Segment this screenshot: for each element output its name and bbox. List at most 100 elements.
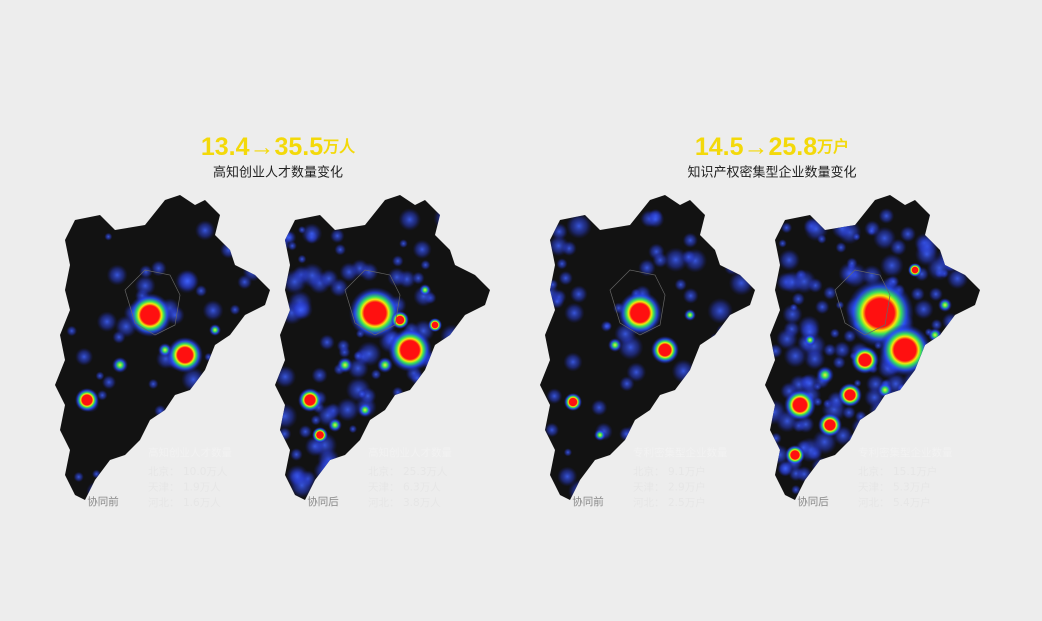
heat-spot [723, 258, 741, 276]
heat-spot [359, 262, 379, 282]
heat-spot [938, 298, 952, 312]
heat-spot [818, 413, 842, 437]
heat-spot [626, 362, 647, 383]
heat-spot [95, 371, 105, 381]
heat-spot [339, 262, 359, 282]
heat-spot [962, 312, 978, 328]
heat-spot [791, 484, 801, 495]
heat-spot [704, 212, 716, 223]
heat-spot [868, 398, 892, 422]
heat-spot [851, 417, 871, 437]
heat-spot [96, 311, 118, 333]
heat-spot [708, 221, 725, 238]
heat-spot [778, 239, 787, 248]
heat-spot [242, 262, 263, 282]
heat-spot [791, 292, 805, 306]
heat-spot [319, 334, 335, 351]
heat-spot [420, 259, 431, 270]
heat-spot [412, 239, 432, 259]
heat-spot [398, 208, 422, 231]
heat-spot [238, 322, 251, 335]
heat-spot [879, 253, 904, 278]
legend-value: 1.6万人 [183, 497, 221, 509]
heat-spot [195, 284, 208, 297]
heat-spot [237, 225, 251, 239]
heat-spot [867, 226, 876, 236]
heat-spot [289, 448, 303, 461]
heat-spot [207, 359, 228, 380]
heat-spot [556, 258, 568, 270]
heat-spot [948, 328, 961, 341]
heat-spot [941, 312, 960, 331]
heat-spot [410, 370, 425, 386]
heat-spot [785, 445, 805, 465]
heat-spot [924, 343, 951, 370]
heat-spot [823, 285, 837, 300]
heat-spot [682, 287, 699, 304]
heat-spot [646, 210, 665, 229]
heat-spot [777, 459, 794, 477]
heat-spot [449, 240, 462, 253]
heat-spot [814, 299, 830, 315]
headline: 14.5→25.8万户 [695, 133, 849, 161]
legend-value: 1.9万人 [183, 482, 221, 494]
legend-region: 河北： [148, 497, 180, 509]
heat-spot [243, 314, 258, 329]
heat-spot [416, 375, 440, 399]
legend-region: 北京： [368, 465, 400, 478]
heat-spot [245, 363, 268, 385]
heat-spot [931, 224, 952, 246]
heat-spot [919, 363, 942, 387]
heat-spot [816, 366, 834, 384]
heat-spot [945, 333, 960, 349]
heat-spot [835, 241, 847, 254]
heat-spot [66, 325, 78, 337]
heat-spot [952, 370, 977, 395]
heat-spot [674, 278, 687, 291]
heat-spot [202, 299, 224, 322]
heat-spot [842, 405, 856, 420]
heat-spot [301, 223, 323, 245]
heat-spot [832, 355, 846, 370]
heat-spot [823, 343, 837, 357]
legend-value: 9.1万户 [668, 465, 706, 478]
heat-spot [851, 346, 879, 374]
heat-spot [219, 241, 238, 259]
heat-spot [930, 338, 955, 363]
heat-spot [167, 337, 203, 373]
heat-spot [770, 432, 782, 445]
heat-spot [439, 336, 462, 360]
heat-spot [134, 275, 156, 297]
heat-spot [833, 341, 851, 359]
heat-spot [707, 297, 734, 324]
heat-spot [600, 320, 613, 333]
heat-spot [298, 388, 322, 412]
heat-spot [104, 232, 113, 241]
heat-spot [684, 385, 693, 394]
heat-spot [873, 226, 897, 250]
heat-spot [433, 205, 460, 232]
heat-spot [928, 328, 942, 342]
headline-unit: 万人 [322, 138, 356, 156]
heat-spot [941, 234, 960, 252]
legend-value: 5.3万户 [893, 481, 931, 494]
legend-title: 专利密集型企业数量 [858, 446, 953, 459]
heat-spot [337, 357, 353, 373]
heat-spot [176, 270, 199, 292]
heat-spot [913, 299, 934, 320]
heat-spot [936, 214, 960, 238]
heat-spot [97, 389, 108, 401]
heat-spot [594, 429, 606, 441]
heat-spot [75, 347, 94, 366]
heat-spot [835, 463, 855, 484]
heat-spot [391, 311, 409, 329]
heat-spot [619, 426, 634, 442]
heat-spot [128, 293, 172, 337]
heat-spot [91, 469, 101, 479]
heat-spot [73, 471, 84, 483]
heat-spot [276, 237, 290, 252]
heat-spot [204, 352, 213, 362]
headline-value: 13.4→35.5 [201, 133, 323, 161]
heat-spot [289, 472, 315, 498]
heat-spot [317, 454, 342, 479]
